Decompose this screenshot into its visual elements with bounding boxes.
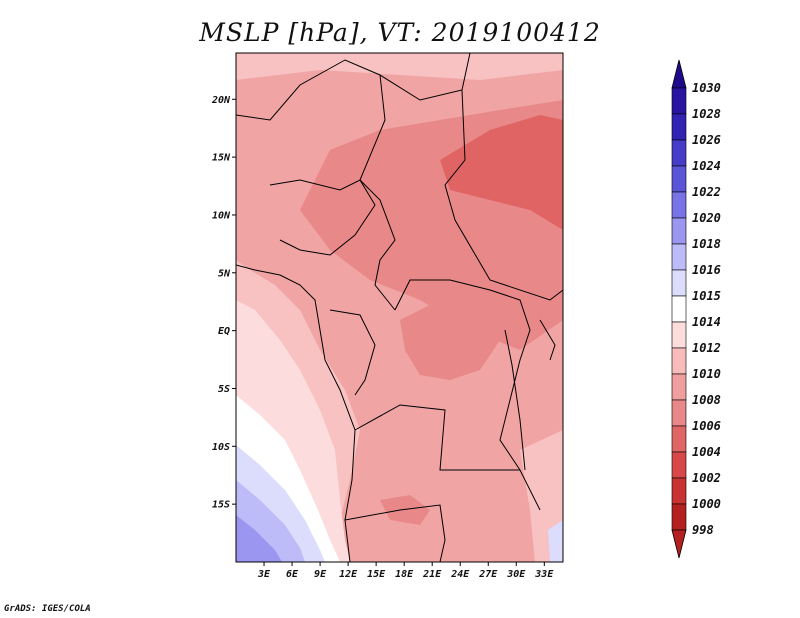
colorbar-label: 1010 bbox=[692, 367, 721, 381]
field-1006-congo bbox=[400, 300, 500, 380]
colorbar-label: 1004 bbox=[692, 445, 721, 459]
colorbar-segment bbox=[671, 347, 687, 375]
colorbar-label: 1006 bbox=[692, 419, 721, 433]
lat-tick-label: 15S bbox=[212, 500, 230, 511]
colorbar-segment bbox=[671, 477, 687, 505]
colorbar-label: 1028 bbox=[692, 107, 721, 121]
latitude-axis: 20N 15N 10N 5N EQ 5S 10S 15S bbox=[211, 95, 236, 511]
colorbar-label: 1024 bbox=[692, 159, 721, 173]
colorbar-segment bbox=[671, 399, 687, 427]
border-drc-east bbox=[394, 279, 541, 511]
field-1006-south bbox=[380, 495, 430, 525]
lat-tick-label: 15N bbox=[212, 153, 231, 164]
lon-tick-label: 33E bbox=[534, 569, 554, 580]
lat-tick-label: 5S bbox=[218, 384, 230, 395]
credit-label: GrADS: IGES/COLA bbox=[4, 604, 91, 614]
colorbar-segment bbox=[671, 243, 687, 271]
lat-tick-label: 10S bbox=[212, 442, 230, 453]
lon-tick-label: 9E bbox=[314, 569, 327, 580]
lon-tick-label: 18E bbox=[395, 569, 414, 580]
field-1004-north bbox=[440, 115, 563, 230]
lake-victoria bbox=[539, 319, 556, 361]
colorbar-segment bbox=[671, 139, 687, 167]
colorbar-label: 1022 bbox=[692, 185, 721, 199]
colorbar-label: 1020 bbox=[692, 211, 721, 225]
colorbar-segment bbox=[671, 165, 687, 193]
colorbar-label: 1015 bbox=[692, 289, 721, 303]
colorbar-label: 1016 bbox=[692, 263, 721, 277]
lake-tanganyika bbox=[504, 329, 526, 471]
field-1010-north bbox=[236, 53, 563, 80]
colorbar-top-arrow bbox=[671, 59, 687, 89]
colorbar-segment bbox=[671, 269, 687, 297]
colorbar-label: 1012 bbox=[692, 341, 721, 355]
colorbar-segment bbox=[671, 217, 687, 245]
border-nigeria bbox=[269, 179, 376, 256]
colorbar-segment bbox=[671, 425, 687, 453]
lat-tick-label: 20N bbox=[211, 95, 231, 106]
boundaries bbox=[236, 53, 563, 562]
border-namibia bbox=[344, 504, 446, 562]
colorbar-segment bbox=[671, 503, 687, 531]
colorbar-segment bbox=[671, 87, 687, 115]
colorbar-label: 1008 bbox=[692, 393, 721, 407]
border-sahara bbox=[236, 53, 471, 121]
lat-tick-label: 10N bbox=[212, 210, 231, 221]
border-angola bbox=[354, 404, 520, 471]
colorbar-label: 998 bbox=[692, 523, 714, 537]
coastline-west bbox=[236, 264, 356, 562]
lon-tick-label: 27E bbox=[478, 569, 498, 580]
field-1015-se bbox=[548, 520, 563, 562]
lon-tick-label: 12E bbox=[339, 569, 358, 580]
colorbar-segment bbox=[671, 373, 687, 401]
longitude-axis: 3E 6E 9E 12E 15E 18E 21E 24E 27E 30E 33E bbox=[257, 562, 554, 580]
colorbar-label: 1026 bbox=[692, 133, 721, 147]
lon-tick-label: 6E bbox=[286, 569, 299, 580]
lat-tick-label: EQ bbox=[218, 326, 230, 337]
colorbar: 1030 1028 1026 1024 1022 1020 1018 1016 1015 1014… bbox=[671, 59, 721, 559]
colorbar-segment bbox=[671, 451, 687, 479]
border-east bbox=[444, 89, 563, 301]
border-gabon bbox=[329, 309, 376, 396]
colorbar-segment bbox=[671, 295, 687, 323]
map-title: MSLP [hPa], VT: 2019100412 bbox=[199, 18, 601, 47]
colorbar-segment bbox=[671, 321, 687, 349]
colorbar-segment bbox=[671, 113, 687, 141]
colorbar-bottom-arrow bbox=[671, 529, 687, 559]
colorbar-label: 1000 bbox=[692, 497, 721, 511]
colorbar-label: 1018 bbox=[692, 237, 721, 251]
lon-tick-label: 30E bbox=[506, 569, 526, 580]
colorbar-segment bbox=[671, 191, 687, 219]
colorbar-label: 1030 bbox=[692, 81, 721, 95]
field-1018 bbox=[236, 515, 282, 562]
lat-tick-label: 5N bbox=[218, 268, 231, 279]
border-central bbox=[359, 74, 396, 311]
map-frame bbox=[235, 52, 564, 563]
lon-tick-label: 3E bbox=[257, 569, 271, 580]
lon-tick-label: 24E bbox=[450, 569, 470, 580]
lon-tick-label: 21E bbox=[422, 569, 442, 580]
colorbar-label: 1014 bbox=[692, 315, 721, 329]
lon-tick-label: 15E bbox=[367, 569, 386, 580]
colorbar-label: 1002 bbox=[692, 471, 721, 485]
pressure-field bbox=[236, 53, 563, 562]
